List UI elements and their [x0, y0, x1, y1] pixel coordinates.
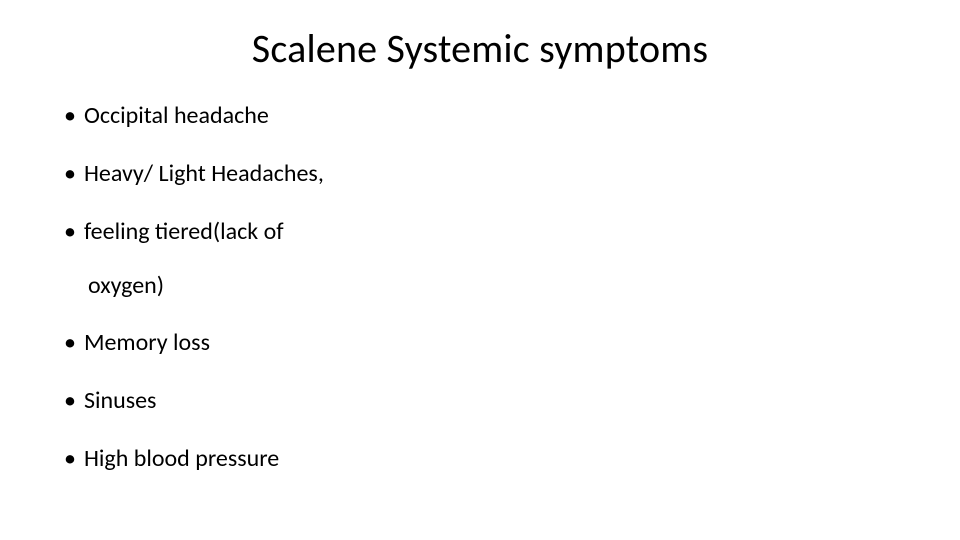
slide-container: Scalene Systemic symptoms Occipital head…: [0, 0, 960, 540]
bullet-item: Heavy/ Light Headaches,: [64, 159, 900, 189]
bullet-continuation: oxygen): [64, 271, 900, 300]
bullet-item: feeling tiered(lack of: [64, 217, 900, 247]
bullet-item: Occipital headache: [64, 101, 900, 131]
bullet-list: Occipital headache Heavy/ Light Headache…: [60, 101, 900, 474]
bullet-item: Sinuses: [64, 386, 900, 416]
bullet-item: High blood pressure: [64, 444, 900, 474]
slide-title: Scalene Systemic symptoms: [60, 24, 900, 73]
bullet-item: Memory loss: [64, 328, 900, 358]
